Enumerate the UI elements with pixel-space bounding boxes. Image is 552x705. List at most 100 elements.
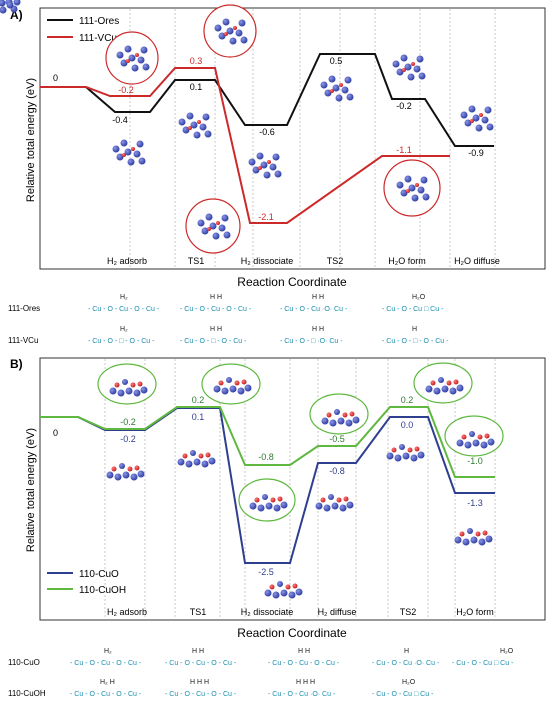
legend-111-ores: 111-Ores [79, 16, 119, 27]
legend-110-cuo: 110-CuO [79, 569, 119, 580]
scheme-a-r2-f1: - Cu - O - □ - O - Cu - [88, 338, 155, 345]
scheme-a-r2-f2: - Cu - O - □ - O - Cu - [180, 338, 247, 345]
legend-111-vcu: 111-VCu [79, 33, 117, 44]
panel-b-scheme: 110-CuO 110-CuOH - Cu - O - Cu - O - Cu … [8, 648, 514, 698]
scheme-b-r2-top4: H₂O [402, 679, 416, 686]
structure-a-ores-adsorb [112, 139, 146, 166]
scheme-a-r1-top3: H H [312, 294, 324, 301]
panel-a-scheme: 111-Ores 111-VCu - Cu - O - Cu - O - Cu … [8, 294, 449, 345]
scheme-a-r1-top1: H₂ [120, 294, 128, 301]
scheme-b-row2-label: 110-CuOH [8, 689, 46, 698]
panel-b-zero-label: 0 [53, 428, 58, 438]
scheme-b-row1-label: 110-CuO [8, 658, 40, 667]
scheme-b-r1-f2: - Cu - O - Cu - O - Cu - [165, 660, 237, 667]
scheme-b-r2-f2: - Cu - O - Cu - O - Cu - [165, 691, 237, 698]
vcu-label-3: -2.1 [258, 212, 274, 222]
ores-label-6: -0.9 [468, 148, 484, 158]
scheme-b-r2-top3: H H H [296, 679, 315, 686]
panel-b-step-4: H₂ diffuse [318, 607, 357, 617]
series-110-cuoh-line [40, 406, 495, 478]
ores-label-3: -0.6 [259, 127, 275, 137]
scheme-a-r2-top4: H [412, 326, 417, 333]
panel-a-gridlines [129, 9, 496, 268]
panel-a-step-4: TS2 [327, 256, 344, 266]
scheme-b-r1-f4: - Cu - O - Cu ·O· Cu - [372, 660, 440, 667]
cuo-label-5: 0.0 [401, 420, 414, 430]
scheme-b-r2-f3: - Cu - O - Cu ·O· Cu - [268, 691, 336, 698]
scheme-b-r1-top4: H [404, 648, 409, 655]
panel-b-legend: 110-CuO 110-CuOH [47, 569, 126, 596]
cuo-label-3: -2.5 [258, 567, 274, 577]
scheme-a-r2-top2: H H [210, 326, 222, 333]
structure-b-cuoh-dissociate [238, 478, 296, 522]
structure-b-cuoh-ts2 [413, 362, 473, 404]
panel-b-letter: B) [10, 357, 23, 371]
structure-a-ores-ts1 [178, 112, 212, 139]
vcu-label-1: -0.2 [118, 85, 134, 95]
scheme-a-r1-top2: H H [210, 294, 222, 301]
series-111-vcu-line [40, 67, 450, 224]
structure-b-cuo-dissociate [264, 581, 303, 599]
structure-b-cuoh-ts1 [201, 363, 261, 405]
scheme-b-r2-top1: H₂ H [100, 679, 115, 686]
panel-b-structures [0, 0, 504, 599]
panel-b: B) 0 -0.2 0.1 -2.5 -0.8 0.0 -1.3 -0.2 0.… [0, 0, 546, 698]
scheme-a-r2-top3: H H [312, 326, 324, 333]
panel-a-zero-label: 0 [53, 73, 58, 83]
cuoh-label-4: -0.5 [329, 434, 345, 444]
scheme-b-r2-f1: - Cu - O - Cu - O - Cu - [70, 691, 142, 698]
scheme-b-r1-top5: H₂O [500, 648, 514, 655]
scheme-a-row1-label: 111-Ores [8, 304, 40, 313]
scheme-b-r1-top1: H₂ [104, 648, 112, 655]
structure-b-cuo-adsorb [106, 463, 145, 481]
structure-b-cuo-ts2 [386, 444, 425, 462]
panel-b-ylabel: Relative total energy (eV) [25, 428, 37, 552]
panel-a-structures [0, 0, 494, 254]
scheme-a-r1-f1: - Cu - O - Cu - O - Cu - [88, 306, 160, 313]
cuoh-label-2: 0.2 [192, 395, 205, 405]
panel-a-ylabel: Relative total energy (eV) [25, 78, 37, 202]
legend-110-cuoh: 110-CuOH [79, 585, 126, 596]
panel-a-xlabel: Reaction Coordinate [237, 275, 347, 289]
structure-a-ores-ts2 [320, 75, 354, 102]
scheme-b-r1-f1: - Cu - O - Cu - O - Cu - [70, 660, 142, 667]
scheme-a-r2-top1: H₂ [120, 326, 128, 333]
scheme-b-r1-top2: H H [192, 648, 204, 655]
ores-label-2: 0.1 [190, 82, 203, 92]
structure-b-cuo-h2o [454, 528, 493, 546]
cuo-label-1: -0.2 [120, 434, 136, 444]
panel-a: A) 111-Ores 111-VCu 0 -0.4 0.1 -0.6 0.5 … [0, 0, 546, 345]
panel-a-step-5: H₂O form [388, 256, 426, 266]
series-111-ores-line [40, 53, 494, 147]
panel-b-frame [39, 357, 546, 621]
panel-b-step-6: H₂O form [456, 607, 494, 617]
structure-b-cuo-diffuse [315, 494, 354, 512]
structure-b-cuo-ts1 [177, 450, 216, 468]
panel-a-frame [39, 7, 546, 270]
ores-label-1: -0.4 [112, 115, 128, 125]
panel-a-step-3: H₂ dissociate [241, 256, 294, 266]
scheme-b-r2-top2: H H H [190, 679, 209, 686]
structure-a-ores-diffuse [460, 105, 494, 132]
scheme-a-r2-f3: - Cu - O - □ ·O· Cu - [280, 338, 343, 345]
cuoh-label-3: -0.8 [258, 452, 274, 462]
cuo-label-2: 0.1 [192, 412, 205, 422]
vcu-label-4: -1.1 [396, 145, 412, 155]
cuo-label-4: -0.8 [329, 466, 345, 476]
panel-b-step-1: H₂ adsorb [107, 607, 147, 617]
scheme-b-r1-f5: - Cu - O - Cu □ Cu - [452, 660, 514, 667]
panel-b-step-2: TS1 [190, 607, 207, 617]
cuoh-label-5: 0.2 [401, 395, 414, 405]
ores-label-4: 0.5 [330, 56, 343, 66]
scheme-a-r1-f4: - Cu - O - Cu □ Cu - [382, 306, 444, 313]
panel-a-legend: 111-Ores 111-VCu [47, 16, 119, 44]
panel-a-step-1: H₂ adsorb [107, 256, 147, 266]
scheme-a-r1-f3: - Cu - O - Cu ·O· Cu - [280, 306, 348, 313]
scheme-a-r2-f4: - Cu - O - □ - O - Cu - [382, 338, 449, 345]
cuo-label-6: -1.3 [467, 498, 483, 508]
scheme-b-r2-f4: - Cu - O - Cu □ Cu - [372, 691, 434, 698]
panel-b-step-5: TS2 [400, 607, 417, 617]
panel-a-step-2: TS1 [188, 256, 205, 266]
cuoh-label-6: -1.0 [467, 456, 483, 466]
